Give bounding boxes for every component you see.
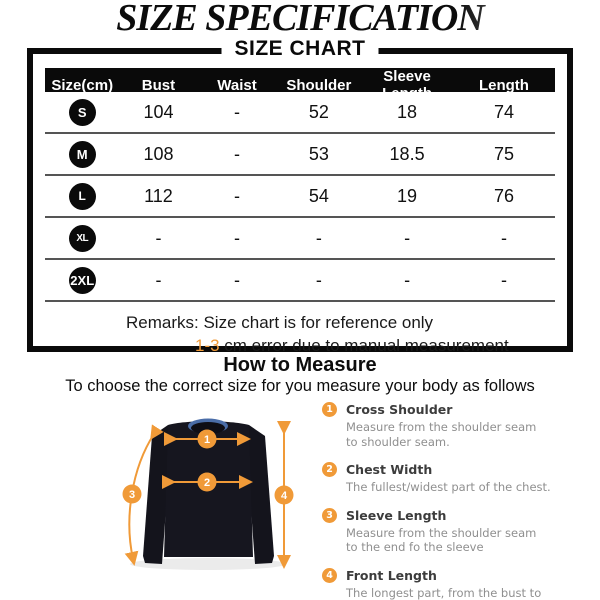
item-number-badge: 2 (322, 462, 337, 477)
list-item-front-length: 4 Front Length The longest part, from th… (322, 567, 588, 600)
cell-shoulder: - (315, 269, 322, 290)
diagram-label-2: 2 (204, 477, 210, 489)
item-title: Cross Shoulder (346, 402, 453, 417)
item-desc-line: to shoulder seam. (346, 434, 450, 449)
arrow-cross-shoulder: 1 (164, 429, 251, 449)
cell-length: 75 (493, 143, 514, 164)
item-title: Front Length (346, 567, 437, 583)
remarks: Remarks: Size chart is for reference onl… (33, 311, 567, 357)
cell-waist: - (233, 143, 240, 164)
col-header-size: Size(cm) (51, 76, 114, 94)
cell-sleeve-length: - (404, 227, 411, 248)
cell-length: - (500, 227, 507, 248)
item-desc-line: Measure from the shoulder seam (346, 525, 537, 540)
size-badge-s: S (68, 98, 96, 126)
diagram-label-3: 3 (129, 489, 135, 501)
item-desc-line: to the end fo the sleeve (346, 540, 484, 554)
size-chart-box: SIZE CHART Size(cm) Bust Waist Shoulder … (27, 37, 573, 355)
cell-length: 76 (493, 185, 514, 206)
item-title: Sleeve Length (346, 507, 447, 523)
cell-waist: - (233, 101, 240, 122)
remarks-line2-rest: cm error due to manual measurement (219, 336, 509, 355)
cell-bust: - (155, 269, 162, 290)
cell-bust: 112 (144, 185, 173, 206)
page-title: SIZE SPECIFICATION (0, 0, 600, 40)
list-item-chest-width: 2 Chest Width The fullest/widest part of… (322, 462, 588, 495)
item-desc-line: Measure from the shoulder seam (346, 420, 537, 434)
shirt-measure-diagram: 1 2 3 4 (122, 418, 294, 570)
cell-shoulder: - (315, 227, 322, 248)
item-title: Chest Width (346, 462, 433, 477)
size-badge-2xl: 2XL (68, 266, 96, 294)
remarks-line1: Remarks: Size chart is for reference onl… (126, 313, 434, 332)
table-row-l: L 112 - 54 19 76 (45, 176, 555, 218)
cell-bust: - (155, 227, 162, 248)
cell-sleeve-length: 18 (397, 101, 418, 122)
table-row-s: S 104 - 52 18 74 (45, 92, 555, 134)
item-number-badge: 3 (322, 507, 337, 523)
shirt-shadow (130, 558, 286, 570)
how-to-measure-subtitle: To choose the correct size for you measu… (65, 377, 535, 395)
collar-opening (191, 422, 225, 434)
cell-shoulder: 54 (308, 185, 329, 206)
col-header-waist: Waist (217, 76, 257, 94)
col-header-sleeve-length: Sleeve Length (382, 68, 433, 102)
item-number-badge: 4 (322, 567, 337, 583)
col-header-shoulder: Shoulder (286, 76, 352, 94)
item-number-badge: 1 (322, 402, 337, 417)
measure-instructions-list: 1 Cross Shoulder Measure from the should… (322, 402, 588, 600)
size-badge-l: L (68, 182, 96, 210)
cell-sleeve-length: 19 (397, 185, 418, 206)
cell-shoulder: 52 (308, 101, 329, 122)
size-badge-m: M (68, 140, 96, 168)
table-row-2xl: 2XL - - - - - (45, 260, 555, 302)
arrow-sleeve-length: 3 (122, 424, 164, 566)
cell-waist: - (233, 185, 240, 206)
list-item-sleeve-length: 3 Sleeve Length Measure from the shoulde… (322, 507, 588, 555)
item-desc-line: The longest part, from the bust to (346, 585, 542, 600)
cell-sleeve-length: 18.5 (389, 143, 425, 164)
cell-length: - (500, 269, 507, 290)
size-table-header: Size(cm) Bust Waist Shoulder Sleeve Leng… (45, 68, 555, 102)
cell-bust: 104 (143, 101, 174, 122)
cell-shoulder: 53 (308, 143, 329, 164)
size-table: Size(cm) Bust Waist Shoulder Sleeve Leng… (45, 68, 555, 302)
size-chart-legend: SIZE CHART (221, 37, 379, 61)
diagram-label-1: 1 (204, 434, 210, 446)
arrow-front-length: 4 (274, 421, 294, 569)
list-item-cross-shoulder: 1 Cross Shoulder Measure from the should… (322, 402, 588, 449)
table-row-m: M 108 - 53 18.5 75 (45, 134, 555, 176)
item-desc-line: The fullest/widest part of the chest. (346, 480, 551, 494)
how-to-measure-title: How to Measure (223, 354, 377, 376)
diagram-label-4: 4 (281, 490, 288, 502)
col-header-bust: Bust (141, 76, 176, 94)
col-header-length: Length (478, 76, 529, 94)
remarks-line2: 1-3 cm error due to manual measurement (195, 334, 567, 357)
cell-sleeve-length: - (404, 269, 411, 290)
cell-length: 74 (493, 101, 514, 122)
remarks-highlight: 1-3 (195, 336, 220, 355)
cell-bust: 108 (143, 143, 174, 164)
table-row-xl: XL - - - - - (45, 218, 555, 260)
arrow-chest-width: 2 (162, 472, 253, 492)
cell-waist: - (233, 227, 240, 248)
cell-waist: - (233, 269, 240, 290)
size-badge-xl: XL (68, 224, 96, 252)
